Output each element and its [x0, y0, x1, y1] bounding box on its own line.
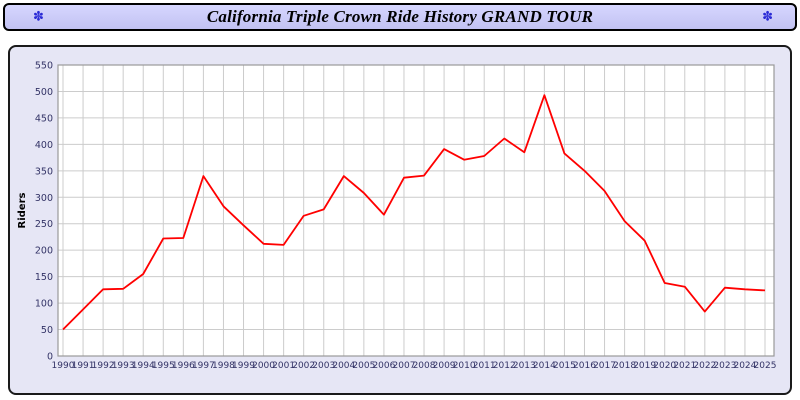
svg-text:50: 50: [41, 325, 53, 336]
svg-text:Riders: Riders: [17, 192, 28, 228]
sparkle-icon-left: ✽: [33, 9, 44, 25]
svg-text:2004: 2004: [332, 361, 355, 371]
svg-text:250: 250: [35, 219, 53, 230]
svg-text:2024: 2024: [733, 361, 756, 371]
svg-text:2002: 2002: [292, 361, 315, 371]
svg-text:200: 200: [35, 246, 53, 257]
svg-text:2012: 2012: [493, 361, 516, 371]
svg-text:150: 150: [35, 272, 53, 283]
svg-text:2006: 2006: [372, 361, 395, 371]
svg-text:2019: 2019: [633, 361, 656, 371]
svg-text:2008: 2008: [413, 361, 436, 371]
sparkle-icon-right: ✽: [762, 9, 773, 25]
chart-title-bar: ✽ California Triple Crown Ride History G…: [3, 3, 797, 31]
svg-text:1991: 1991: [72, 361, 95, 371]
svg-text:1990: 1990: [52, 361, 75, 371]
svg-text:1994: 1994: [132, 361, 155, 371]
svg-text:1993: 1993: [112, 361, 135, 371]
svg-text:2000: 2000: [252, 361, 275, 371]
svg-text:1992: 1992: [92, 361, 115, 371]
svg-text:550: 550: [35, 61, 53, 72]
svg-text:1999: 1999: [232, 361, 255, 371]
chart-panel: 0 50 100 150 200 250 300 350 400 450 500 550 1990 199…: [8, 45, 792, 395]
svg-text:2017: 2017: [593, 361, 616, 371]
svg-text:300: 300: [35, 193, 53, 204]
svg-text:1995: 1995: [152, 361, 175, 371]
svg-text:2022: 2022: [693, 361, 716, 371]
svg-text:2014: 2014: [533, 361, 556, 371]
svg-text:2015: 2015: [553, 361, 576, 371]
svg-text:2001: 2001: [272, 361, 295, 371]
line-chart: 0501001502002503003504004505005501990199…: [17, 61, 777, 372]
svg-text:2005: 2005: [352, 361, 375, 371]
svg-text:1998: 1998: [212, 361, 235, 371]
svg-text:350: 350: [35, 166, 53, 177]
svg-text:1997: 1997: [192, 361, 215, 371]
svg-text:2023: 2023: [713, 361, 736, 371]
svg-text:2021: 2021: [673, 361, 696, 371]
svg-text:2025: 2025: [754, 361, 777, 371]
svg-text:2007: 2007: [393, 361, 416, 371]
svg-text:2013: 2013: [513, 361, 536, 371]
svg-text:2010: 2010: [453, 361, 476, 371]
svg-text:0: 0: [47, 352, 53, 363]
svg-text:1996: 1996: [172, 361, 195, 371]
svg-text:2003: 2003: [312, 361, 335, 371]
chart-title: California Triple Crown Ride History GRA…: [206, 7, 594, 26]
svg-text:2020: 2020: [653, 361, 676, 371]
svg-text:100: 100: [35, 299, 53, 310]
svg-text:2011: 2011: [473, 361, 496, 371]
svg-text:2016: 2016: [573, 361, 596, 371]
svg-text:2009: 2009: [433, 361, 456, 371]
svg-text:500: 500: [35, 87, 53, 98]
svg-text:400: 400: [35, 140, 53, 151]
svg-text:450: 450: [35, 113, 53, 124]
svg-text:2018: 2018: [613, 361, 636, 371]
